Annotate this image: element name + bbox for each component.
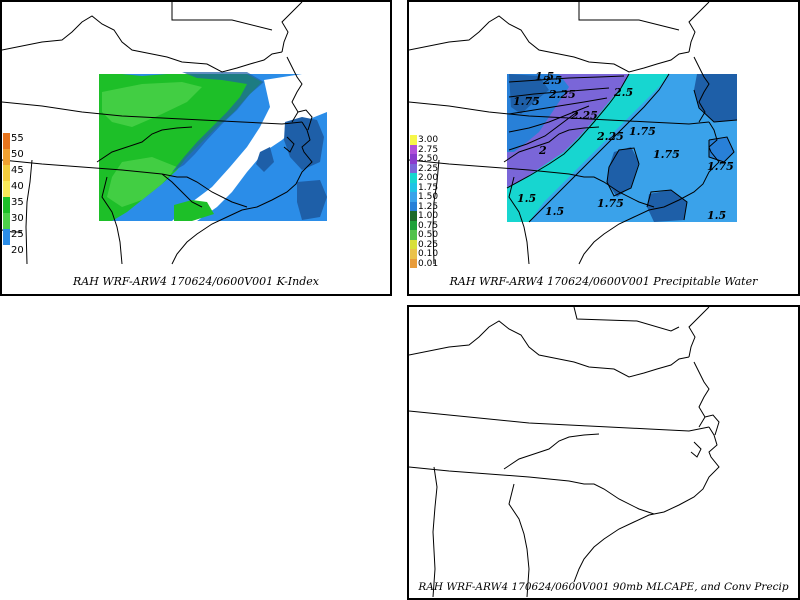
pwat-map: 1.5 1.75 2.25 2.5 2.25 2 2.25 1.5 1.75 1… <box>409 2 738 265</box>
legend-entry: 2.25 <box>410 163 470 174</box>
legend-label: 35 <box>11 197 24 208</box>
contour-label: 1.5 <box>545 205 564 218</box>
contour-label: 2.5 <box>613 86 633 99</box>
legend-swatch <box>410 220 417 230</box>
contour-label: 1.75 <box>653 148 680 161</box>
legend-label: 20 <box>11 245 24 256</box>
cape-caption: RAH WRF-ARW4 170624/0600V001 90mb MLCAPE… <box>418 581 789 593</box>
contour-label: 2.25 <box>570 109 598 122</box>
contour-label: 2 <box>538 144 547 157</box>
contour-label: 1.5 <box>535 70 554 83</box>
legend-label: 1.75 <box>418 182 439 193</box>
contour-label: 1.75 <box>597 197 624 210</box>
legend-entry: 20 <box>3 245 63 261</box>
legend-entry: 0.75 <box>410 220 470 231</box>
legend-label: 2.25 <box>418 163 439 174</box>
legend-swatch <box>3 245 10 261</box>
legend-label: 2.75 <box>418 144 439 155</box>
legend-swatch <box>410 258 417 268</box>
legend-entry: 0.25 <box>410 239 470 250</box>
legend-label: 40 <box>11 181 24 192</box>
legend-swatch <box>3 197 10 213</box>
legend-swatch <box>410 144 417 154</box>
legend-swatch <box>3 149 10 165</box>
legend-swatch <box>410 182 417 192</box>
contour-label: 2.5 <box>542 74 562 87</box>
legend-label: 3.00 <box>418 135 439 145</box>
kindex-basemap <box>2 2 313 265</box>
kindex-fill <box>99 72 327 221</box>
legend-entry: 2.75 <box>410 144 470 155</box>
legend-entry: 0.01 <box>410 258 470 269</box>
pwat-panel: 1.5 1.75 2.25 2.5 2.25 2 2.25 1.5 1.75 1… <box>407 0 800 296</box>
legend-label: 0.01 <box>418 258 439 269</box>
legend-swatch <box>410 163 417 173</box>
contour-label: 1.75 <box>707 160 734 173</box>
contour-label: 2.25 <box>596 130 624 143</box>
legend-entry: 3.00 <box>410 135 470 145</box>
legend-label: 25 <box>11 229 24 240</box>
legend-swatch <box>3 165 10 181</box>
legend-label: 45 <box>11 165 24 176</box>
kindex-panel: 55 50 45 40 35 30 25 20 RAH WRF-ARW4 170624/060… <box>0 0 392 296</box>
legend-entry: 30 <box>3 213 63 229</box>
pwat-basemap <box>409 2 720 265</box>
legend-label: 55 <box>11 133 24 144</box>
legend-label: 1.50 <box>418 192 439 202</box>
cape-basemap <box>409 307 720 598</box>
pwat-contour-labels: 1.5 1.75 2.25 2.5 2.25 2 2.25 1.5 1.75 1… <box>513 70 734 222</box>
legend-swatch <box>410 192 417 202</box>
legend-entry: 25 <box>3 229 63 245</box>
legend-swatch <box>410 154 417 164</box>
legend-entry: 45 <box>3 165 63 181</box>
legend-label: 0.75 <box>418 220 439 231</box>
legend-entry: 55 <box>3 133 63 149</box>
legend-entry: 1.50 <box>410 192 470 202</box>
legend-swatch <box>3 133 10 149</box>
legend-entry: 50 <box>3 149 63 165</box>
legend-entry: 2.50 <box>410 154 470 164</box>
legend-label: 50 <box>11 149 24 160</box>
legend-entry: 40 <box>3 181 63 197</box>
contour-label: 2.25 <box>548 88 576 101</box>
contour-label: 1.5 <box>517 192 536 205</box>
legend-swatch <box>410 173 417 183</box>
legend-swatch <box>410 230 417 240</box>
legend-swatch <box>410 211 417 221</box>
contour-label: 1.75 <box>513 95 540 108</box>
legend-entry: 0.50 <box>410 230 470 240</box>
contour-label: 1.75 <box>629 125 656 138</box>
legend-entry: 0.10 <box>410 249 470 259</box>
legend-label: 2.50 <box>418 154 439 164</box>
legend-entry: 2.00 <box>410 173 470 183</box>
legend-entry: 1.25 <box>410 201 470 212</box>
legend-swatch <box>410 201 417 211</box>
legend-label: 2.00 <box>418 173 439 183</box>
cape-map <box>409 307 720 598</box>
legend-entry: 35 <box>3 197 63 213</box>
kindex-map <box>2 2 327 265</box>
legend-label: 30 <box>11 213 24 224</box>
pwat-caption: RAH WRF-ARW4 170624/0600V001 Precipitabl… <box>449 275 758 288</box>
legend-swatch <box>410 249 417 259</box>
legend-label: 0.50 <box>418 230 439 240</box>
cape-panel: RAH WRF-ARW4 170624/0600V001 90mb MLCAPE… <box>407 305 800 600</box>
legend-label: 1.25 <box>418 201 439 212</box>
legend-swatch <box>3 229 10 245</box>
legend-label: 0.25 <box>418 239 439 250</box>
legend-swatch <box>3 213 10 229</box>
legend-swatch <box>3 181 10 197</box>
legend-entry: 1.00 <box>410 211 470 221</box>
legend-swatch <box>410 239 417 249</box>
legend-entry: 1.75 <box>410 182 470 193</box>
contour-label: 1.5 <box>707 209 726 222</box>
legend-label: 0.10 <box>418 249 439 259</box>
pwat-contours <box>506 73 738 223</box>
legend-label: 1.00 <box>418 211 439 221</box>
kindex-caption: RAH WRF-ARW4 170624/0600V001 K-Index <box>73 275 319 288</box>
legend-swatch <box>410 135 417 145</box>
